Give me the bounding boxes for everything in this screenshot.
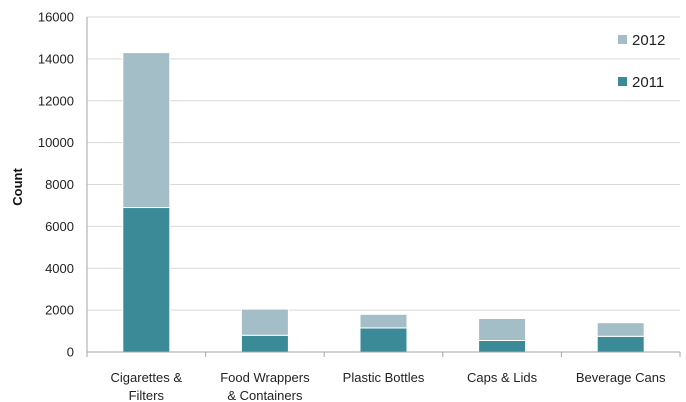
x-tick-label: Cigarettes & Filters (111, 370, 183, 402)
y-tick-label: 4000 (45, 261, 74, 276)
bar-2011-0 (122, 207, 171, 353)
y-tick-label: 16000 (38, 10, 74, 25)
bar-2012-2 (359, 313, 408, 329)
bar-2011-2 (359, 327, 408, 353)
bar-2012-1 (240, 308, 289, 336)
y-tick-label: 6000 (45, 219, 74, 234)
x-tick-label: Food Wrappers & Containers (220, 370, 310, 402)
bar-2012-4 (596, 322, 645, 337)
y-tick-label: 0 (67, 345, 74, 360)
y-tick-label: 2000 (45, 303, 74, 318)
gridlines (87, 16, 680, 311)
y-tick-label: 10000 (38, 135, 74, 150)
y-axis-title: Count (10, 168, 25, 206)
bars (122, 52, 645, 353)
y-tick-label: 14000 (38, 51, 74, 66)
x-tick-labels: Cigarettes & Filters Food Wrappers & Contai… (111, 370, 666, 402)
legend-label-2012: 2012 (632, 32, 665, 49)
axes (86, 17, 681, 357)
y-tick-labels: 0 2000 4000 6000 8000 10000 12000 14000 16000 (38, 10, 74, 360)
legend-swatch-2011 (618, 77, 627, 86)
y-tick-label: 8000 (45, 177, 74, 192)
legend: 2012 2011 (618, 32, 665, 91)
bar-2011-4 (596, 335, 645, 353)
bar-2011-3 (478, 339, 527, 353)
x-tick-label: Plastic Bottles (343, 370, 425, 385)
bar-2012-3 (478, 318, 527, 341)
x-tick-label: Beverage Cans (576, 370, 666, 385)
bar-2011-1 (240, 334, 289, 353)
y-tick-label: 12000 (38, 93, 74, 108)
x-tick-label: Caps & Lids (467, 370, 538, 385)
legend-label-2011: 2011 (632, 74, 664, 91)
bar-2012-0 (122, 52, 171, 209)
legend-swatch-2012 (618, 35, 627, 44)
